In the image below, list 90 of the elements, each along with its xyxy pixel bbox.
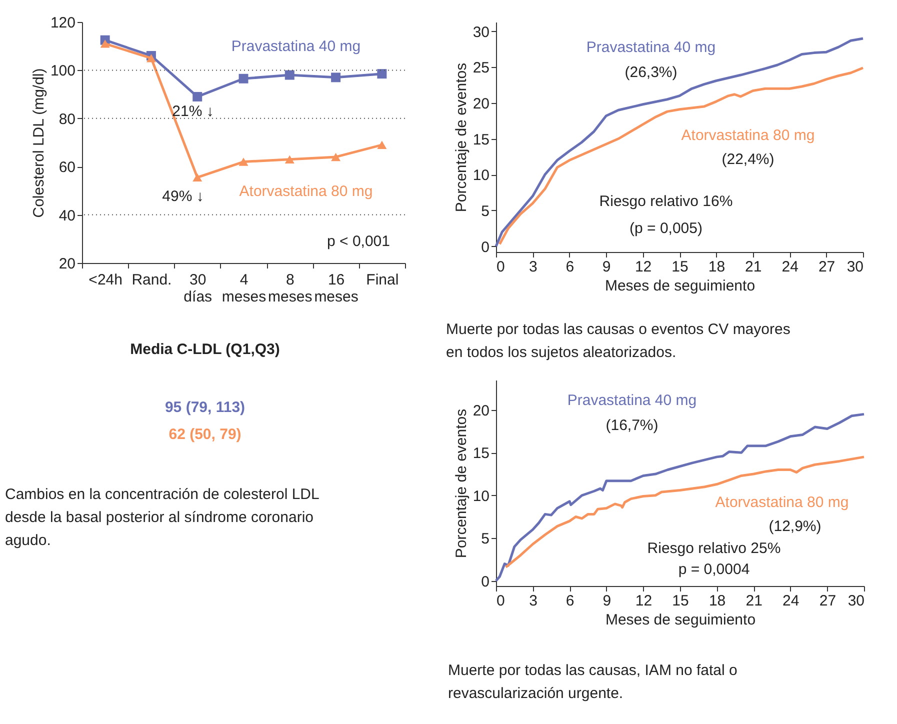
text: Cambios en la concentración de colesterol LDL desde la basal posterior al síndrome coronario agudo. (5, 486, 320, 549)
text: Muerte por todas las causas o eventos CV mayores en todos los sujetos aleatorizados. (446, 321, 790, 361)
point (331, 152, 341, 162)
point (284, 155, 294, 164)
x-tick-label: 9 (602, 258, 611, 276)
text: Muerte por todas las causas, IAM no fatal o revascularización urgente. (448, 662, 738, 702)
y-tick-label: 40 (58, 207, 76, 224)
text: 95 (79, 113) (164, 399, 246, 416)
x-tick-label: 21 (746, 592, 762, 610)
x-tick-label: 3 (529, 592, 538, 610)
y-tick-label: 15 (472, 131, 490, 148)
x-tick-label: 18 (708, 258, 726, 276)
y-tick-label: 30 (472, 24, 490, 41)
x-tick-label: 24 (782, 258, 798, 276)
annotation: (12,9%) (768, 518, 822, 535)
annotation: Riesgo relativo 16% (599, 193, 733, 210)
annotation: (16,7%) (606, 417, 658, 434)
x-tick-label: 30 (848, 592, 864, 610)
x-tick-label: 4 meses (222, 272, 266, 306)
line-series (494, 412, 866, 582)
x-tick-label: 12 (635, 592, 652, 610)
y-tick-label: 20 (472, 95, 490, 112)
y-tick-label: 100 (50, 62, 76, 80)
y-tick-label: 10 (472, 167, 490, 184)
annotation: p = 0,0004 (678, 561, 750, 578)
x-tick-label: 15 (672, 592, 689, 610)
x-tick-label: 0 (496, 592, 505, 610)
x-tick-label: 27 (818, 258, 836, 276)
y-tick-label: 60 (58, 159, 76, 176)
series-label: Atorvastatina 80 mg (239, 183, 373, 200)
x-tick-label: Final (366, 272, 399, 288)
point (331, 72, 341, 82)
y-axis-title: Porcentaje de eventos (452, 408, 470, 558)
text: 62 (50, 79) (168, 426, 242, 443)
x-tick-label: 30 días (184, 272, 212, 306)
x-tick-label: 6 (566, 592, 574, 610)
y-tick-label: 0 (481, 573, 490, 590)
point (100, 40, 110, 48)
y-tick-label: 20 (472, 402, 490, 420)
series-label: Pravastatina 40 mg (586, 39, 716, 56)
x-tick-label: <24h (88, 272, 122, 288)
x-tick-label: 27 (819, 592, 836, 610)
x-tick-label: 15 (672, 258, 688, 276)
x-tick-label: 8 meses (268, 272, 312, 306)
y-tick-label: 120 (50, 14, 76, 32)
x-tick-label: 16 meses (314, 272, 358, 306)
annotation: (26,3%) (624, 64, 678, 81)
series-label: Atorvastatina 80 mg (715, 494, 849, 511)
point (192, 92, 202, 102)
y-tick-label: 15 (472, 445, 490, 462)
x-axis-title: Meses de seguimiento (604, 278, 756, 294)
line-series (494, 37, 864, 248)
y-tick-label: 20 (58, 256, 76, 272)
point (192, 173, 202, 182)
x-tick-label: Rand. (132, 272, 172, 288)
point (238, 74, 248, 84)
series-label: Pravastatina 40 mg (231, 38, 361, 55)
y-tick-label: 0 (481, 238, 490, 256)
y-tick-label: 5 (481, 530, 490, 548)
x-tick-label: 9 (602, 592, 612, 610)
y-axis-title: Porcentaje de eventos (452, 62, 470, 212)
annotation: (p = 0,005) (630, 220, 702, 237)
y-tick-label: 10 (472, 488, 490, 505)
annotation: Riesgo relativo 25% (647, 540, 781, 557)
annotation: (22,4%) (722, 151, 774, 168)
x-tick-label: 21 (745, 258, 762, 276)
x-tick-label: 12 (634, 258, 652, 276)
point (377, 69, 387, 79)
x-tick-label: 30 (846, 258, 864, 276)
point (377, 140, 387, 150)
x-tick-label: 6 (566, 258, 574, 276)
text: Pravastatina 40 mg (567, 392, 697, 409)
x-tick-label: 3 (529, 258, 538, 276)
y-axis-title: Colesterol LDL (mg/dl) (30, 68, 48, 218)
x-axis-title: Meses de seguimiento (605, 612, 756, 628)
series-label: Atorvastatina 80 mg (681, 127, 815, 144)
point (238, 158, 248, 166)
x-tick-label: 24 (782, 592, 800, 610)
point (146, 54, 156, 62)
text: Media C-LDL (Q1,Q3) (130, 341, 280, 358)
annotation: 49% ↓ (162, 188, 204, 205)
y-tick-label: 80 (58, 110, 76, 128)
x-tick-label: 0 (496, 258, 505, 276)
annotation: p < 0,001 (327, 233, 390, 250)
point (284, 70, 294, 80)
line-series (498, 66, 864, 246)
x-tick-label: 18 (708, 592, 726, 610)
y-tick-label: 5 (481, 202, 490, 220)
annotation: 21% ↓ (172, 103, 214, 120)
y-tick-label: 25 (472, 60, 490, 77)
